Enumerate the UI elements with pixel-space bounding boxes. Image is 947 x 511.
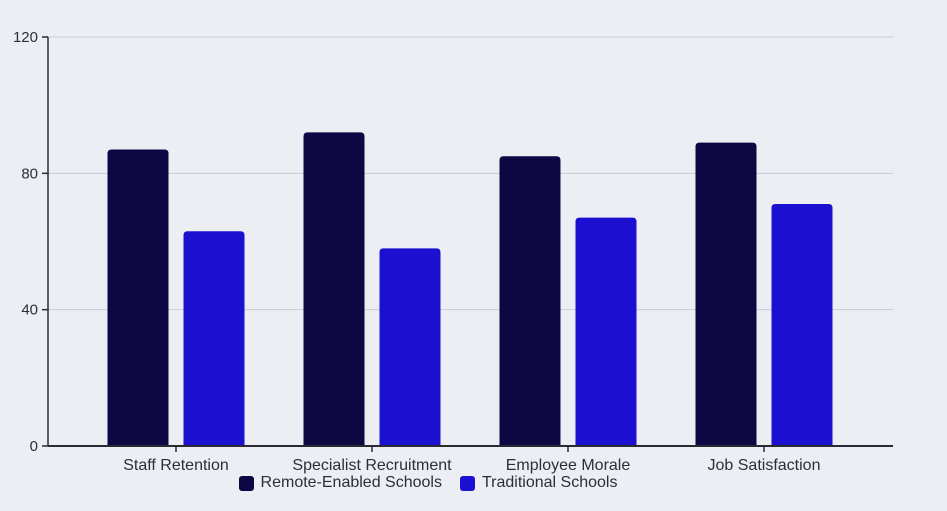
bar-traditional-schools-employee-morale	[575, 217, 637, 446]
y-tick-label: 80	[21, 165, 38, 182]
x-tick-label: Job Satisfaction	[708, 457, 821, 474]
axes	[42, 36, 893, 452]
legend-item-remote[interactable]: Remote-Enabled Schools	[238, 474, 442, 492]
bar-remote-enabled-schools-employee-morale	[499, 156, 561, 446]
legend-item-traditional[interactable]: Traditional Schools	[459, 474, 618, 492]
bar-remote-enabled-schools-staff-retention	[107, 149, 169, 446]
bar-remote-enabled-schools-job-satisfaction	[695, 142, 757, 447]
grid-lines	[48, 36, 893, 311]
y-tick-label: 40	[21, 302, 38, 319]
legend-swatch-remote	[238, 475, 254, 491]
legend-label-traditional: Traditional Schools	[481, 474, 618, 491]
legend-label-remote: Remote-Enabled Schools	[260, 474, 442, 491]
bar-traditional-schools-specialist-recruitment	[379, 248, 441, 446]
y-tick-label: 120	[13, 29, 38, 46]
legend-swatch-traditional	[459, 475, 475, 491]
legend: Remote-Enabled Schools Traditional Schoo…	[0, 474, 856, 492]
bars	[107, 132, 833, 447]
y-tick-label: 0	[30, 438, 38, 455]
tick-labels: 0 40 80 120 Staff Retention Specialist Recrui…	[13, 29, 821, 474]
bar-remote-enabled-schools-specialist-recruitment	[303, 132, 365, 446]
bar-traditional-schools-job-satisfaction	[771, 204, 833, 446]
x-tick-label: Employee Morale	[506, 457, 631, 474]
bar-traditional-schools-staff-retention	[183, 231, 245, 446]
x-tick-label: Staff Retention	[123, 457, 229, 474]
x-tick-label: Specialist Recruitment	[292, 457, 452, 474]
